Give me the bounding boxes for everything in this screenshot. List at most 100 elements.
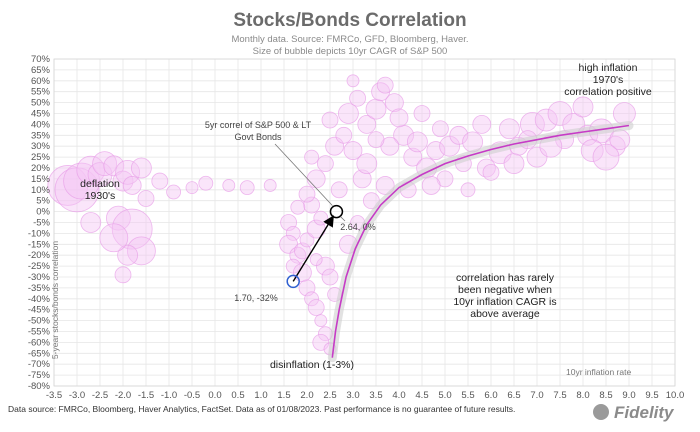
x-tick-label: 3.5 [369, 390, 382, 401]
bubble-point [99, 223, 129, 253]
annotation-rarely-4: above average [470, 308, 540, 320]
bubble-point [321, 268, 339, 286]
x-tick-label: -3.5 [46, 390, 62, 401]
bubble-point [315, 256, 335, 276]
bubble-point [346, 74, 360, 88]
annotation-high-inflation-3: correlation positive [564, 86, 652, 98]
path-arrow [292, 215, 334, 282]
bubble-point [384, 93, 404, 112]
x-tick-label: -1.5 [138, 390, 154, 401]
bubble-point [357, 115, 377, 134]
annotation-deflation-1: deflation [80, 178, 120, 190]
chart-title: Stocks/Bonds Correlation [233, 10, 466, 31]
y-tick-label: 60% [31, 76, 51, 87]
bubble-point [290, 199, 306, 215]
y-tick-label: -5% [33, 218, 50, 229]
bubble-point [349, 89, 367, 107]
chart-subtitle-1: Monthly data. Source: FMRCo, GFD, Bloomb… [231, 34, 468, 45]
bubble-point [335, 126, 353, 144]
annotation-deflation-2: 1930's [85, 190, 116, 202]
bubble-point [472, 115, 492, 134]
bubble-point [304, 149, 320, 165]
bubble-point [122, 176, 142, 195]
x-tick-label: -0.5 [184, 390, 200, 401]
y-axis-label: 5-year stocks/bonds correlation [50, 241, 60, 359]
bubble-point [137, 190, 155, 207]
y-tick-label: -60% [28, 337, 51, 348]
y-tick-label: 45% [31, 109, 51, 120]
bubble-point [449, 125, 469, 145]
x-tick-label: 9.0 [622, 390, 635, 401]
x-tick-label: 10.0 [666, 390, 685, 401]
annotation-5yr-correl-2: Govt Bonds [234, 132, 282, 142]
bubble-point [306, 169, 326, 189]
bubble-point [337, 103, 359, 124]
x-tick-label: -3.0 [69, 390, 85, 401]
y-tick-label: -25% [28, 261, 51, 272]
bubble-point [114, 266, 132, 284]
y-tick-label: 30% [31, 141, 51, 152]
y-tick-label: 15% [31, 174, 51, 185]
bubble-point [413, 105, 431, 122]
x-tick-label: 0.5 [231, 390, 244, 401]
bubble-point [222, 179, 236, 192]
plot-border [53, 58, 676, 387]
y-tick-label: -70% [28, 359, 51, 370]
bubble-point [316, 155, 334, 173]
bubble-point [343, 141, 363, 160]
grid-lines [53, 58, 676, 387]
x-tick-label: 2.0 [300, 390, 313, 401]
annotation-point-now: 2.64, 0% [340, 222, 376, 232]
y-tick-label: -10% [28, 228, 51, 239]
annotation-5yr-correl-1: 5yr correl of S&P 500 & LT [205, 120, 312, 130]
bubble-point [498, 118, 520, 140]
bubble-point [375, 176, 395, 195]
bubble-point [476, 158, 496, 178]
x-tick-label: -2.0 [115, 390, 131, 401]
bubble-point [526, 146, 548, 168]
y-tick-label: 0% [36, 207, 50, 218]
bubble-point [166, 184, 182, 200]
bubble-point [298, 185, 316, 203]
footer-source: Data source: FMRCo, Bloomberg, Haver Ana… [8, 404, 515, 414]
x-axis-label: 10yr inflation rate [566, 367, 631, 377]
bubble-point [309, 253, 323, 266]
bubble-point [111, 208, 153, 250]
bubble-point [365, 98, 387, 120]
y-tick-label: -35% [28, 283, 51, 294]
x-tick-label: 1.5 [277, 390, 290, 401]
annotation-rarely-1: correlation has rarely [456, 272, 555, 284]
y-tick-label: 5% [36, 196, 50, 207]
x-tick-label: 6.5 [507, 390, 520, 401]
bubble-point [580, 139, 604, 162]
bubble-point [482, 163, 500, 181]
bubble-point [389, 108, 409, 128]
y-tick-label: 20% [31, 163, 51, 174]
axis-ticks: 70%65%60%55%50%45%40%35%30%25%20%15%10%5… [28, 54, 684, 401]
bubble-point [356, 153, 378, 175]
bubble-point [592, 143, 620, 171]
x-tick-label: 4.5 [415, 390, 428, 401]
bubble-point [285, 225, 301, 241]
y-tick-label: 70% [31, 54, 51, 65]
bubble-point [352, 169, 372, 189]
x-tick-label: 9.5 [645, 390, 658, 401]
bubble-point [403, 147, 423, 167]
bubble-point [503, 153, 525, 175]
bubble-point [126, 236, 156, 266]
bubble-point [460, 182, 476, 198]
x-tick-label: 5.5 [461, 390, 474, 401]
bubble-point [80, 212, 102, 233]
x-tick-label: -1.0 [161, 390, 177, 401]
y-tick-label: -55% [28, 327, 51, 338]
bubble-point [112, 170, 134, 192]
y-tick-label: 55% [31, 87, 51, 98]
x-tick-label: 5.0 [438, 390, 451, 401]
bubble-point [376, 76, 394, 94]
x-tick-label: 1.0 [254, 390, 267, 401]
bubble-point [426, 141, 446, 160]
bubble-point [307, 299, 325, 316]
bubble-point [303, 196, 321, 214]
y-tick-label: 50% [31, 98, 51, 109]
